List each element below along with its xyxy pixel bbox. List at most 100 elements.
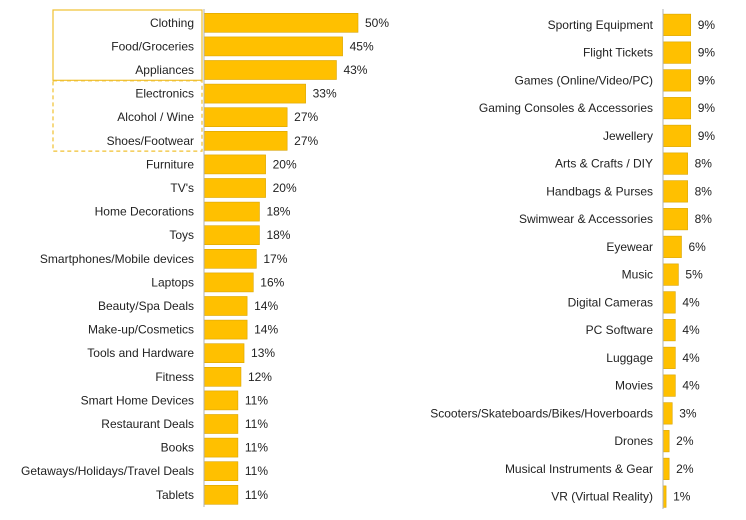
value-label: 11% [245,441,268,455]
bar-eyewear [662,235,682,258]
bar-tv-s [203,178,266,198]
category-label: Luggage [606,351,653,365]
bar-electronics [203,83,306,104]
bar-handbags-purses [662,180,688,203]
value-label: 4% [682,351,700,365]
category-label: Books [161,441,194,455]
bar-appliances [203,60,337,80]
category-label: Alcohol / Wine [117,110,194,124]
value-label: 45% [350,39,374,53]
category-label: Musical Instruments & Gear [505,462,653,476]
bar-beauty-spa-deals [203,296,248,316]
value-label: 11% [245,393,268,407]
bar-home-decorations [203,201,260,222]
bar-restaurant-deals [203,414,239,434]
bar-jewellery [662,124,692,147]
value-label: 9% [698,73,716,87]
category-label: Shoes/Footwear [107,134,194,148]
category-label: Appliances [135,63,194,77]
value-label: 4% [682,379,700,393]
category-label: Scooters/Skateboards/Bikes/Hoverboards [430,406,653,420]
category-label: Smart Home Devices [81,393,194,407]
value-label: 17% [263,252,287,266]
category-label: Clothing [150,16,194,30]
category-label: Home Decorations [95,205,194,219]
category-label: Getaways/Holidays/Travel Deals [21,464,194,478]
bar-musical-instruments-gear [662,457,670,480]
value-label: 1% [673,490,691,504]
value-label: 14% [254,299,278,313]
bar-scooters-skateboards-bikes-hoverboards [662,402,673,425]
category-label: Make-up/Cosmetics [88,323,194,337]
category-label: Beauty/Spa Deals [98,299,194,313]
highlight-box-solid [52,9,203,81]
category-label: Sporting Equipment [548,18,654,32]
value-label: 20% [273,157,297,171]
value-label: 43% [343,63,367,77]
value-label: 9% [698,18,716,32]
category-label: Arts & Crafts / DIY [555,157,653,171]
bar-fitness [203,366,242,387]
value-label: 16% [260,275,284,289]
category-label: Tools and Hardware [87,346,194,360]
value-label: 8% [695,184,713,198]
value-label: 2% [676,434,694,448]
category-label: Restaurant Deals [101,417,194,431]
bar-arts-crafts-diy [662,152,688,175]
bar-books [203,437,239,458]
category-label: Handbags & Purses [546,184,653,198]
bar-getaways-holidays-travel-deals [203,461,239,482]
left-bar-chart: Clothing 50% Food/Groceries 45% Appliances 43… [21,9,389,507]
value-label: 14% [254,323,278,337]
bar-drones [662,430,670,453]
bar-swimwear-accessories [662,208,688,231]
category-label: Laptops [151,275,194,289]
bar-toys [203,225,260,245]
bar-shoes-footwear [203,131,288,151]
category-label: Toys [169,228,194,242]
bar-furniture [203,154,266,175]
bar-alcohol-wine [203,107,288,127]
value-label: 20% [273,181,297,195]
bar-music [662,263,679,286]
value-label: 18% [266,228,290,242]
bar-clothing [203,13,359,33]
category-label: Flight Tickets [583,46,653,60]
value-label: 4% [682,323,700,337]
value-label: 2% [676,462,694,476]
bar-laptops [203,272,254,293]
value-label: 18% [266,205,290,219]
category-label: Tablets [156,488,194,502]
bar-digital-cameras [662,291,676,314]
category-label: PC Software [586,323,654,337]
category-label: Fitness [155,370,194,384]
bar-movies [662,374,676,397]
value-label: 13% [251,346,275,360]
bar-make-up-cosmetics [203,319,248,340]
bar-food-groceries [203,36,343,57]
value-label: 11% [245,417,268,431]
category-label: TV's [170,181,194,195]
category-label: Swimwear & Accessories [519,212,653,226]
highlight-box-dashed [52,80,203,152]
bar-pc-software [662,319,676,342]
bar-sporting-equipment [662,13,692,36]
category-label: Gaming Consoles & Accessories [479,101,653,115]
bar-games-online-video-pc [662,69,692,92]
value-label: 5% [685,268,703,282]
value-label: 50% [365,16,389,30]
value-label: 3% [679,406,697,420]
bar-tools-and-hardware [203,343,245,364]
bar-smartphones-mobile-devices [203,249,257,269]
category-label: Furniture [146,157,194,171]
category-label: Music [622,268,653,282]
bar-flight-tickets [662,41,692,64]
bar-gaming-consoles-accessories [662,97,692,120]
category-label: Drones [614,434,653,448]
value-label: 9% [698,46,716,60]
category-label: Electronics [135,87,194,101]
bar-smart-home-devices [203,390,239,411]
category-label: Eyewear [606,240,653,254]
category-label: Movies [615,379,653,393]
